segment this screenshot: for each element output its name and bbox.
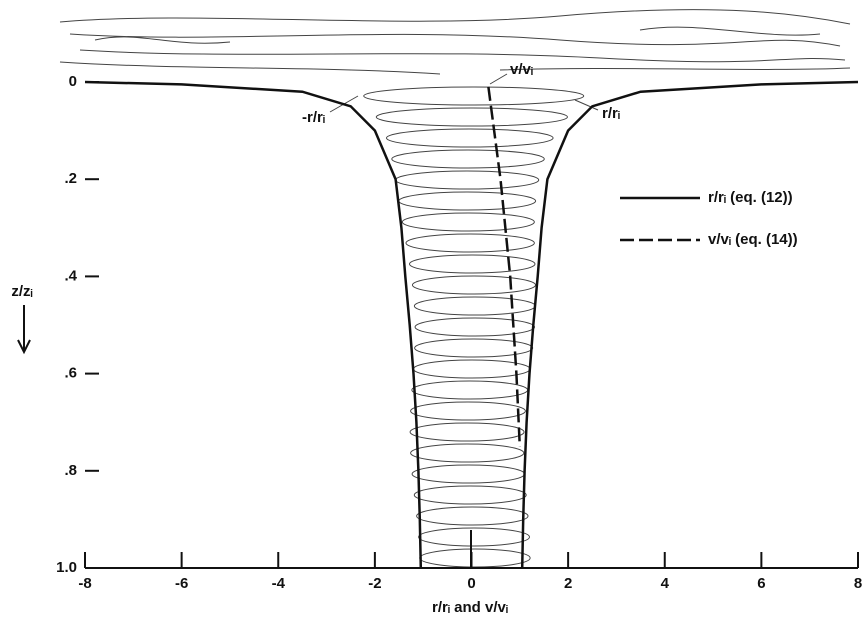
legend-label: v/vᵢ (eq. (14)) bbox=[708, 231, 798, 248]
coil bbox=[420, 549, 530, 567]
coil bbox=[410, 255, 535, 273]
x-tick-label: -6 bbox=[175, 575, 188, 592]
coil bbox=[411, 402, 526, 420]
x-tick-label: 2 bbox=[564, 575, 572, 592]
coil bbox=[415, 318, 534, 336]
coil bbox=[402, 213, 534, 231]
y-tick-label: .4 bbox=[64, 267, 77, 284]
coil bbox=[386, 129, 553, 147]
coil bbox=[417, 507, 528, 525]
x-axis-label: r/rᵢ and v/vᵢ bbox=[432, 599, 508, 616]
coil bbox=[419, 528, 530, 546]
y-axis-label: z/zᵢ bbox=[11, 283, 32, 300]
x-tick-label: 0 bbox=[467, 575, 475, 592]
y-tick-label: 0 bbox=[69, 73, 77, 90]
x-tick-label: 4 bbox=[661, 575, 670, 592]
data-line bbox=[488, 87, 519, 447]
coil bbox=[411, 444, 524, 462]
coil bbox=[413, 360, 530, 378]
chart: r/rᵢ and v/vᵢ z/zᵢ -8 -6 -4 -2 0 2 4 6 8 0 .2 .4 .6.… bbox=[0, 0, 866, 626]
coil bbox=[412, 381, 528, 399]
y-tick-label: .8 bbox=[64, 462, 77, 479]
x-tick-label: -4 bbox=[272, 575, 286, 592]
x-tick-label: -2 bbox=[368, 575, 381, 592]
coil bbox=[406, 234, 534, 252]
data-line bbox=[522, 82, 858, 568]
coil bbox=[412, 276, 535, 294]
coil bbox=[414, 486, 526, 504]
annotation: v/vᵢ bbox=[510, 61, 533, 78]
y-direction-arrow bbox=[18, 305, 30, 352]
x-tick-label: 6 bbox=[757, 575, 765, 592]
coil bbox=[376, 108, 567, 126]
x-tick-label: 8 bbox=[854, 575, 862, 592]
coil bbox=[392, 150, 545, 168]
coil bbox=[412, 465, 525, 483]
y-tick-label: .6 bbox=[64, 365, 77, 382]
y-tick-label: .2 bbox=[64, 170, 77, 187]
x-tick-label: -8 bbox=[78, 575, 91, 592]
annotation: r/rᵢ bbox=[602, 105, 620, 122]
y-tick-label: 1.0 bbox=[56, 559, 77, 576]
coil bbox=[395, 171, 538, 189]
flow-sketch bbox=[60, 10, 850, 567]
annotation: -r/rᵢ bbox=[302, 109, 325, 126]
coil bbox=[364, 87, 584, 105]
coil bbox=[399, 192, 536, 210]
coil bbox=[414, 297, 535, 315]
coil bbox=[410, 423, 524, 441]
data-line bbox=[85, 82, 421, 568]
legend-label: r/rᵢ (eq. (12)) bbox=[708, 189, 793, 206]
